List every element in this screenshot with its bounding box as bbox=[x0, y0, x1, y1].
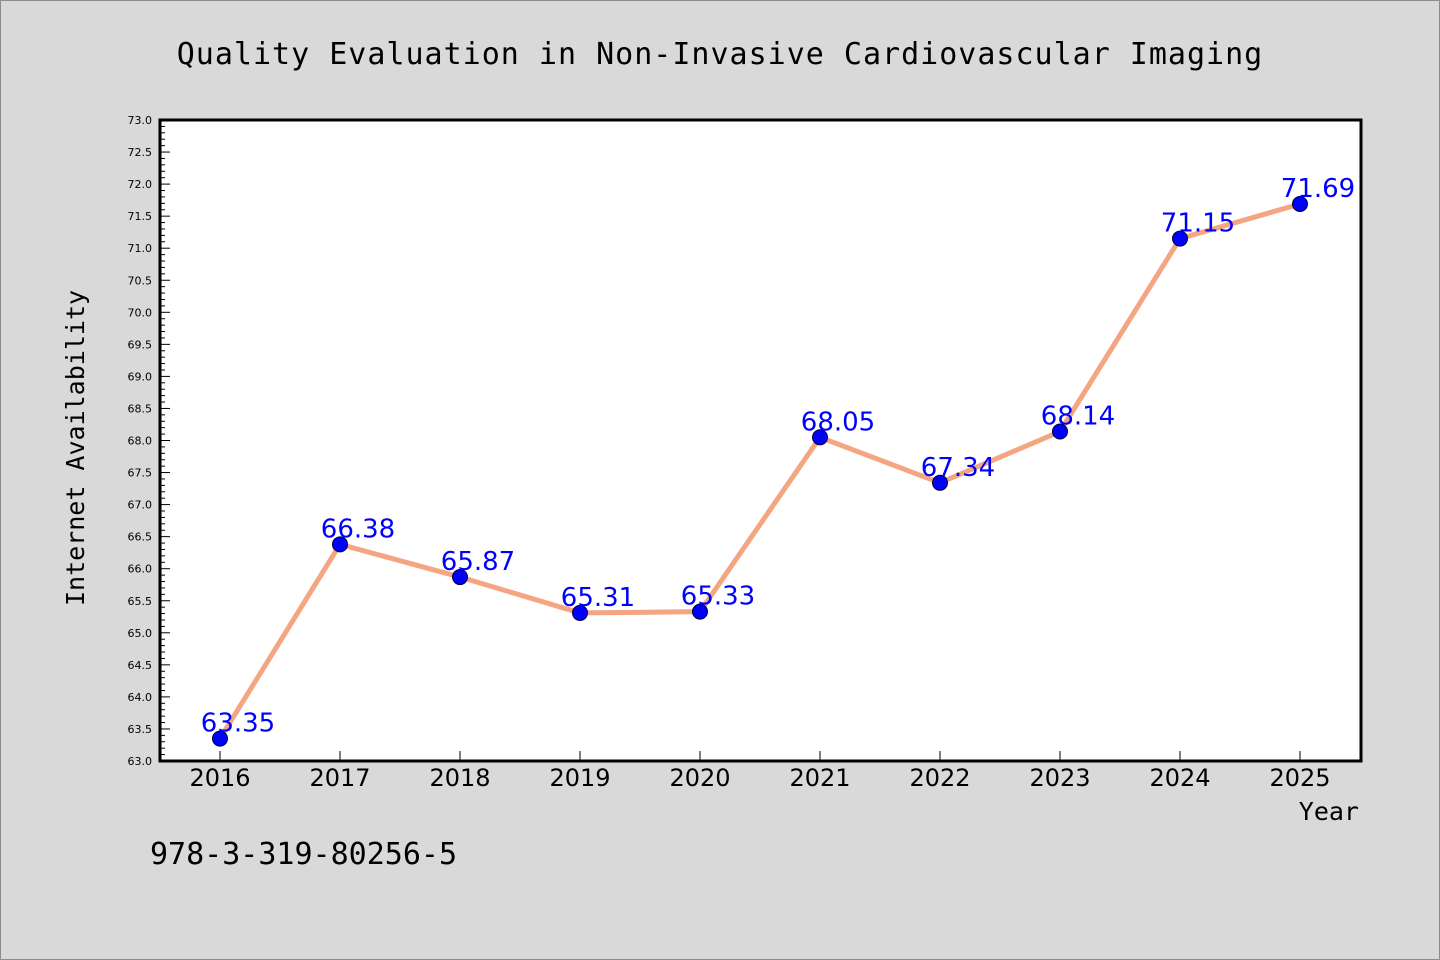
x-tick-label: 2024 bbox=[1149, 764, 1210, 792]
x-tick-label: 2016 bbox=[189, 764, 250, 792]
data-label: 65.31 bbox=[561, 583, 635, 613]
y-tick-label: 67.0 bbox=[128, 499, 153, 512]
data-label: 68.05 bbox=[801, 407, 875, 437]
data-label: 68.14 bbox=[1041, 402, 1115, 432]
x-tick-label: 2023 bbox=[1029, 764, 1090, 792]
x-axis-label: Year bbox=[1299, 797, 1359, 826]
y-tick-label: 65.5 bbox=[128, 595, 153, 608]
x-tick-label: 2025 bbox=[1269, 764, 1330, 792]
x-tick-label: 2020 bbox=[669, 764, 730, 792]
y-tick-label: 72.0 bbox=[128, 178, 153, 191]
series-line bbox=[217, 201, 1301, 740]
data-point bbox=[692, 603, 708, 620]
data-label: 65.87 bbox=[441, 547, 515, 577]
y-tick-label: 73.0 bbox=[128, 114, 153, 127]
data-point bbox=[1292, 195, 1308, 212]
y-tick-label: 63.5 bbox=[128, 723, 153, 736]
x-tick-label: 2017 bbox=[309, 764, 370, 792]
data-label: 67.34 bbox=[921, 453, 995, 483]
y-tick-label: 70.5 bbox=[128, 274, 153, 287]
y-tick-label: 68.5 bbox=[128, 402, 153, 415]
y-tick-label: 64.0 bbox=[128, 691, 153, 704]
data-point bbox=[1052, 423, 1068, 440]
data-point bbox=[212, 730, 228, 747]
data-point bbox=[452, 569, 468, 586]
plot-area bbox=[158, 118, 1363, 763]
y-tick-label: 69.5 bbox=[128, 338, 153, 351]
x-tick-label: 2021 bbox=[789, 764, 850, 792]
x-axis-ticks: 2016 2017 2018 2019 2020 2021 2022 2023 2024 2025 bbox=[189, 751, 1331, 792]
y-tick-label: 69.0 bbox=[128, 370, 153, 383]
y-tick-label: 70.0 bbox=[128, 306, 153, 319]
data-point bbox=[1172, 230, 1188, 247]
y-tick-label: 67.5 bbox=[128, 467, 153, 480]
data-label: 71.69 bbox=[1281, 174, 1355, 204]
y-tick-label: 68.0 bbox=[128, 435, 153, 448]
y-tick-label: 64.5 bbox=[128, 659, 153, 672]
data-label: 66.38 bbox=[321, 514, 395, 544]
y-tick-label: 65.0 bbox=[128, 627, 153, 640]
x-tick-label: 2019 bbox=[549, 764, 610, 792]
data-point bbox=[332, 536, 348, 553]
data-point bbox=[932, 474, 948, 491]
isbn-text: 978-3-319-80256-5 bbox=[150, 837, 457, 872]
chart-title: Quality Evaluation in Non-Invasive Cardi… bbox=[177, 37, 1264, 72]
y-axis-ticks: 63.0 63.5 64.0 64.5 65.0 65.5 66.0 66.5 67.0 67.5… bbox=[128, 114, 170, 768]
y-tick-label: 66.0 bbox=[128, 563, 153, 576]
data-label: 71.15 bbox=[1161, 209, 1235, 239]
y-tick-label: 66.5 bbox=[128, 531, 153, 544]
y-tick-label: 71.5 bbox=[128, 210, 153, 223]
series-layer: 63.35 66.38 65.87 65.31 65.33 68.05 67.34 68.14… bbox=[201, 174, 1355, 747]
y-axis-label: Internet Availability bbox=[61, 290, 90, 606]
y-tick-label: 72.5 bbox=[128, 146, 153, 159]
data-point bbox=[812, 429, 828, 446]
y-tick-label: 63.0 bbox=[128, 755, 153, 768]
x-tick-label: 2018 bbox=[429, 764, 490, 792]
data-point bbox=[572, 604, 588, 621]
y-tick-label: 71.0 bbox=[128, 242, 153, 255]
data-label: 65.33 bbox=[681, 582, 755, 612]
data-label: 63.35 bbox=[201, 709, 275, 739]
x-tick-label: 2022 bbox=[909, 764, 970, 792]
